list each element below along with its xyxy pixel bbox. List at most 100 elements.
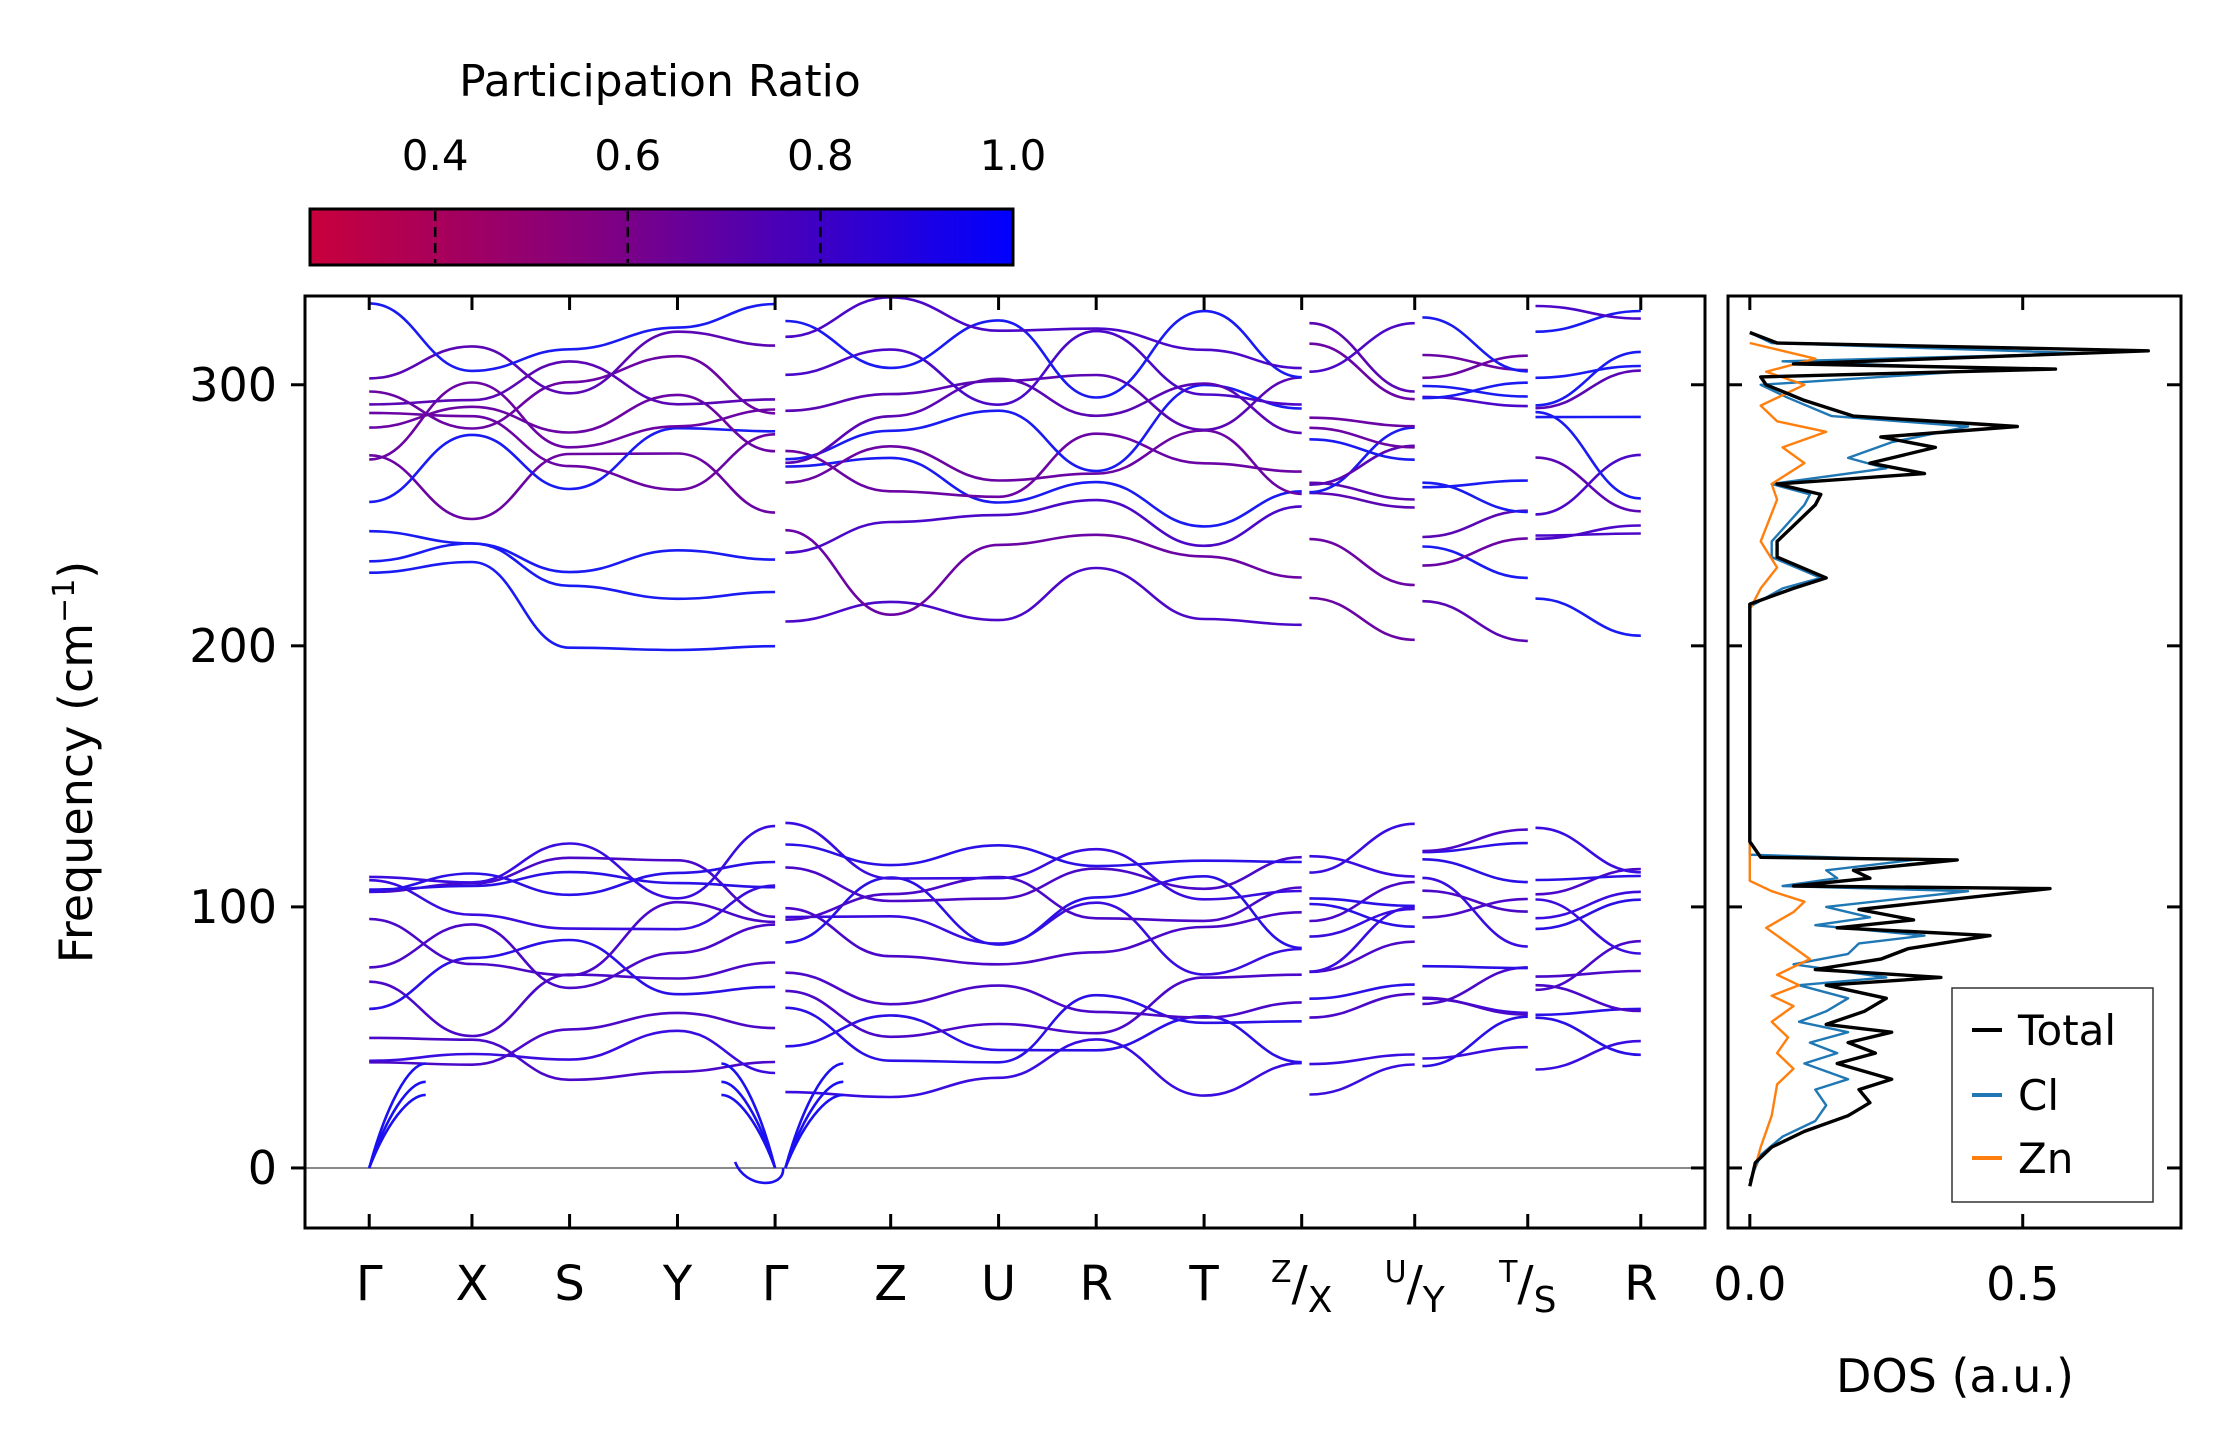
phonon-band [785, 875, 1302, 923]
acoustic-branch [784, 1062, 844, 1169]
phonon-band [1309, 907, 1415, 938]
phonon-band [369, 1029, 776, 1075]
imaginary-mode-dip [733, 1161, 785, 1185]
phonon-band [1309, 596, 1415, 642]
phonon-band [1422, 509, 1528, 539]
phonon-band [1535, 410, 1641, 500]
dos-axes: 0.0 0.5 [1713, 296, 2181, 1311]
phonon-band [1309, 905, 1415, 973]
phonon-band [1535, 1039, 1641, 1071]
phonon-bands [367, 296, 1641, 1185]
acoustic-branch [367, 1062, 426, 1169]
phonon-band [1535, 874, 1641, 882]
colorbar-tick-label: 0.8 [787, 131, 854, 180]
legend-label-cl: Cl [2018, 1071, 2059, 1120]
phonon-band [369, 870, 776, 891]
dos-panel: 0.0 0.5 DOS (a.u.) Total Cl Zn [1713, 294, 2183, 1403]
phonon-band [1422, 316, 1528, 373]
phonon-band [785, 432, 1302, 499]
phonon-band [369, 1036, 776, 1082]
acoustic-branch [721, 1062, 777, 1169]
k-point-label: Γ [762, 1256, 789, 1312]
phonon-band [785, 855, 1302, 903]
phonon-band [1422, 996, 1528, 1016]
phonon-band [369, 938, 776, 1011]
phonon-band [1422, 1045, 1528, 1060]
phonon-band [1422, 545, 1528, 580]
phonon-band [785, 309, 1302, 399]
y-axis-label: Frequency (cm−1) [47, 561, 103, 964]
phonon-band [1422, 889, 1528, 913]
phonon-band [1422, 381, 1528, 400]
colorbar-tick-label: 0.4 [402, 131, 469, 180]
phonon-band [1535, 597, 1641, 637]
phonon-band [1535, 983, 1641, 1013]
phonon-band [785, 843, 1302, 868]
phonon-band [1422, 841, 1528, 854]
k-point-label: Y [662, 1256, 693, 1312]
phonon-band [1535, 456, 1641, 513]
band-structure-panel: 0 100 200 300 Γ X S Y Γ Z U R T Z/X U/Y T/S R Frequency… [47, 294, 1707, 1321]
k-point-label: R [1624, 1256, 1657, 1312]
phonon-band [785, 973, 1302, 1039]
phonon-band [1535, 939, 1641, 992]
colorbar-tick-label: 1.0 [980, 131, 1047, 180]
phonon-band [785, 993, 1302, 1064]
phonon-band [1309, 983, 1415, 1000]
phonon-band [1535, 364, 1641, 380]
phonon-band [369, 900, 776, 977]
dos-x-tick-label: 0.5 [1986, 1257, 2059, 1311]
phonon-band [785, 456, 1302, 528]
dos-series-zn [1748, 341, 1828, 1187]
phonon-band [1535, 969, 1641, 978]
phonon-band [1309, 992, 1415, 1019]
phonon-band [1422, 858, 1528, 884]
phonon-band [1535, 532, 1641, 537]
phonon-band [1309, 491, 1415, 509]
k-point-label: R [1080, 1256, 1113, 1312]
phonon-band [1535, 309, 1641, 333]
phonon-band [369, 302, 776, 373]
phonon-band [1309, 537, 1415, 587]
phonon-band [369, 381, 776, 461]
phonon-band [369, 452, 776, 521]
phonon-band [1422, 599, 1528, 643]
phonon-band [1535, 1016, 1641, 1057]
k-point-label: T/S [1498, 1255, 1556, 1321]
k-point-label: U [981, 1256, 1016, 1312]
phonon-band [369, 354, 776, 430]
dos-series-cl [1748, 331, 2090, 1182]
phonon-band [369, 1011, 776, 1067]
legend-label-total: Total [2017, 1006, 2116, 1055]
dos-x-axis-label: DOS (a.u.) [1836, 1349, 2074, 1403]
phonon-band [1422, 354, 1528, 380]
phonon-band [1535, 524, 1641, 541]
phonon-band [1422, 897, 1528, 919]
colorbar-title: Participation Ratio [459, 56, 861, 107]
phonon-band [1309, 940, 1415, 974]
phonon-band [1535, 826, 1641, 874]
phonon-band [1535, 890, 1641, 920]
phonon-band [785, 821, 1302, 901]
phonon-band [369, 923, 776, 990]
phonon-band [369, 393, 776, 453]
phonon-band [785, 296, 1302, 370]
legend-label-zn: Zn [2018, 1134, 2073, 1183]
phonon-band [1309, 822, 1415, 874]
y-tick-label: 100 [189, 880, 277, 934]
phonon-band [1309, 416, 1415, 428]
y-tick-label: 0 [248, 1141, 277, 1195]
phonon-band [369, 360, 776, 406]
phonon-band [369, 560, 776, 652]
phonon-band [785, 971, 1302, 1019]
phonon-band [785, 498, 1302, 554]
band-x-axis: Γ X S Y Γ Z U R T Z/X U/Y T/S R [356, 296, 1657, 1321]
phonon-band [369, 856, 776, 919]
phonon-band [1535, 304, 1641, 320]
phonon-band [369, 426, 776, 504]
phonon-band [1309, 426, 1415, 449]
dos-x-tick-label: 0.0 [1713, 1257, 1786, 1311]
phonon-band [1535, 867, 1641, 896]
phonon-band [1309, 854, 1415, 878]
